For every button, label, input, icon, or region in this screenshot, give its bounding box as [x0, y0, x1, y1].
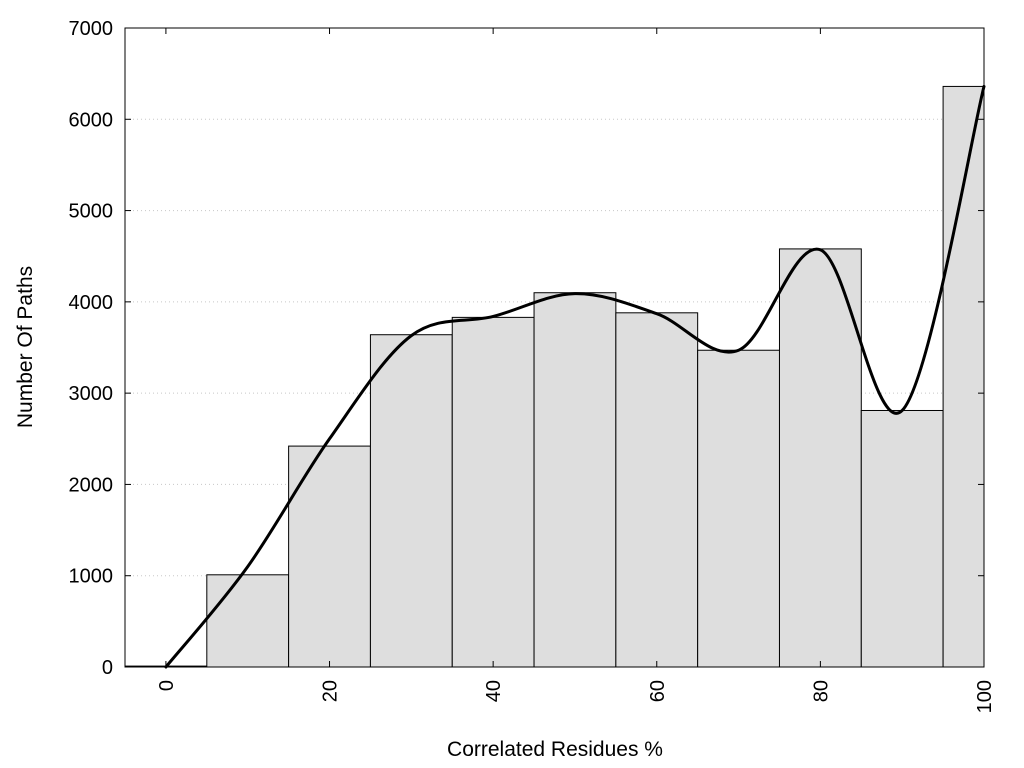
x-tick-label: 60 — [647, 680, 669, 702]
histogram-bar — [533, 292, 617, 668]
tick-labels: 0 1000 2000 3000 4000 5000 6000 7000 0 20 40 60 80 10… — [69, 18, 997, 713]
x-tick-label: 40 — [483, 680, 505, 702]
y-tick-label: 6000 — [69, 109, 114, 131]
x-tick-label: 20 — [320, 680, 342, 702]
histogram-bar — [369, 334, 453, 668]
y-tick-label: 4000 — [69, 292, 114, 314]
x-tick-label: 0 — [156, 680, 178, 691]
y-axis-title: Number Of Paths — [14, 266, 37, 428]
trend-curve-line — [164, 84, 986, 669]
histogram-bar — [860, 409, 944, 668]
y-tick-label: 7000 — [69, 18, 114, 40]
axis-ticks — [125, 27, 985, 668]
y-tick-label: 5000 — [69, 201, 114, 223]
plot-frame — [124, 27, 985, 668]
y-tick-label: 1000 — [69, 566, 114, 588]
histogram-bar — [697, 349, 780, 668]
histogram-bar — [942, 85, 985, 668]
y-tick-label: 3000 — [69, 383, 114, 405]
histogram-bar — [451, 316, 535, 668]
trend-curve — [164, 84, 986, 669]
x-tick-label: 80 — [810, 680, 832, 702]
histogram-bar — [206, 574, 290, 668]
bars — [124, 85, 985, 668]
histogram-bar — [288, 445, 371, 668]
histogram-bar — [615, 312, 699, 668]
x-axis-title: Correlated Residues % — [447, 738, 663, 761]
x-tick-label: 100 — [974, 680, 996, 713]
histogram-bar — [778, 248, 862, 668]
y-tick-label: 0 — [102, 657, 113, 679]
y-tick-label: 2000 — [69, 474, 114, 496]
